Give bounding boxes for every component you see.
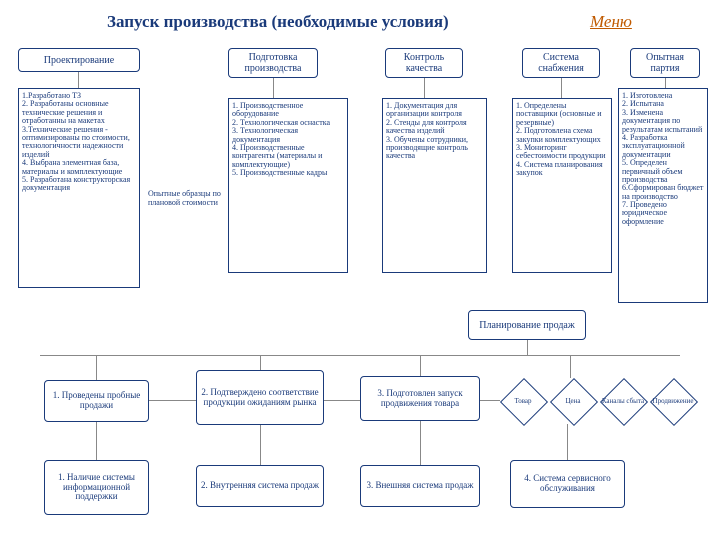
connector-line (567, 424, 568, 460)
box-service: 4. Система сервисного обслуживания (510, 460, 625, 508)
connector-line (480, 400, 500, 401)
list-production: 1. Производственное оборудование 2. Техн… (228, 98, 348, 273)
box-promo-launch: 3. Подготовлен запуск продвижения товара (360, 376, 480, 421)
connector-line (260, 425, 261, 465)
header-production-prep: Подготовка производства (228, 48, 318, 78)
connector-line (78, 72, 79, 88)
connector-line (149, 400, 196, 401)
header-design: Проектирование (18, 48, 140, 72)
connector-line (40, 355, 680, 356)
list-supply: 1. Определены поставщики (основные и рез… (512, 98, 612, 273)
connector-line (424, 78, 425, 98)
diamond-channels: Каналы сбыта (600, 378, 646, 424)
list-quality: 1. Документация для организации контроля… (382, 98, 487, 273)
connector-line (665, 78, 666, 88)
connector-line (420, 355, 421, 376)
header-sales-planning: Планирование продаж (468, 310, 586, 340)
menu-link[interactable]: Меню (590, 12, 632, 32)
header-supply: Система снабжения (522, 48, 600, 78)
label-prototypes: Опытные образцы по плановой стоимости (148, 190, 226, 208)
page-title: Запуск производства (необходимые условия… (107, 12, 449, 32)
diamond-price: Цена (550, 378, 596, 424)
box-external-sales: 3. Внешняя система продаж (360, 465, 480, 507)
connector-line (324, 400, 360, 401)
diamond-product: Товар (500, 378, 546, 424)
header-batch: Опытная партия (630, 48, 700, 78)
connector-line (570, 355, 571, 378)
connector-line (527, 340, 528, 355)
box-market-fit: 2. Подтверждено соответствие продукции о… (196, 370, 324, 425)
connector-line (561, 78, 562, 98)
list-batch: 1. Изготовлена 2. Испытана 3. Изменена д… (618, 88, 708, 303)
box-trial-sales: 1. Проведены пробные продажи (44, 380, 149, 422)
connector-line (260, 355, 261, 370)
list-design: 1.Разработано ТЗ 2. Разработаны основные… (18, 88, 140, 288)
connector-line (420, 421, 421, 465)
box-info-support: 1. Наличие системы информационной поддер… (44, 460, 149, 515)
header-quality: Контроль качества (385, 48, 463, 78)
diamond-promotion: Продвижение (650, 378, 696, 424)
connector-line (96, 355, 97, 380)
box-internal-sales: 2. Внутренняя система продаж (196, 465, 324, 507)
connector-line (273, 78, 274, 98)
connector-line (96, 422, 97, 460)
